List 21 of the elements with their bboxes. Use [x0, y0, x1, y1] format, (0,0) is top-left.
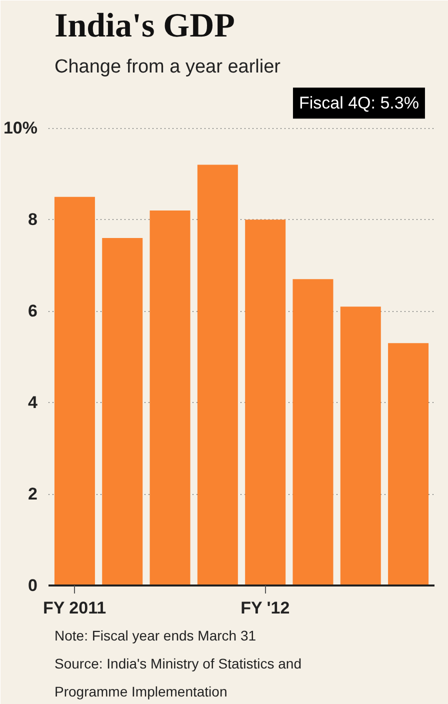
source-note: Source: India's Ministry of Statistics and Programme Implementation: [54, 656, 302, 700]
bar: [150, 210, 190, 586]
text: Note: Fiscal year ends March 31: [54, 628, 256, 644]
x-tick-label: FY 2011: [43, 598, 106, 618]
bar: [292, 279, 334, 586]
bar: [197, 164, 238, 586]
chart-title: India's GDP: [54, 8, 235, 44]
annotation: Fiscal 4Q: 5.3%: [298, 94, 419, 113]
bar: [340, 306, 381, 586]
y-tick-label: 10%: [3, 118, 38, 138]
x-tick-label: FY '12: [240, 598, 290, 618]
chart-subtitle: Change from a year earlier: [54, 56, 282, 78]
bar: [102, 238, 143, 586]
y-tick-label: 0: [28, 576, 38, 595]
y-tick-label: 6: [28, 302, 38, 321]
y-tick-label: 4: [28, 393, 38, 412]
bar: [54, 196, 95, 586]
y-tick-label: 8: [28, 210, 38, 230]
bar: [245, 220, 286, 586]
y-tick-label: 2: [28, 484, 38, 504]
bar: [388, 343, 429, 586]
